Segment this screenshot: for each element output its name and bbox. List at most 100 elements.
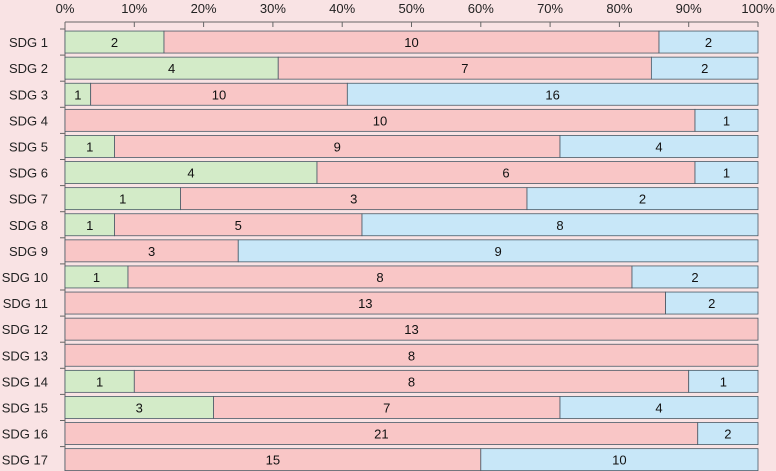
data-label-blue: 16	[545, 87, 559, 102]
x-axis-tick-labels: 0% 10% 20% 30% 40% 50% 60% 70% 80% 90% 100%	[56, 1, 775, 16]
data-label-red: 3	[350, 192, 357, 207]
data-label-red: 10	[404, 35, 418, 50]
bar-row-10: SDG 10 1 8 2	[2, 263, 759, 289]
data-label-blue: 4	[655, 400, 662, 415]
row-label: SDG 2	[9, 61, 48, 76]
row-label: SDG 15	[2, 400, 48, 415]
data-label-green: 4	[187, 166, 194, 181]
row-label: SDG 16	[2, 427, 48, 442]
data-label-red: 8	[408, 348, 415, 363]
data-label-red: 3	[148, 244, 155, 259]
bar-row-13: SDG 13 8	[2, 341, 759, 367]
data-label-blue: 2	[639, 192, 646, 207]
bar-segment-blue	[694, 108, 759, 132]
data-label-red: 6	[502, 166, 509, 181]
bar-segment-blue	[658, 30, 759, 54]
data-label-red: 5	[235, 218, 242, 233]
bar-row-16: SDG 16 21 2	[2, 420, 759, 445]
bar-row-1: SDG 1 2 10 2	[9, 28, 759, 54]
row-label: SDG 11	[3, 296, 48, 311]
x-tick-label-4: 40%	[329, 1, 355, 16]
bar-segment-blue	[665, 291, 759, 315]
data-label-blue: 1	[723, 113, 730, 128]
data-label-red: 8	[376, 270, 383, 285]
data-label-green: 1	[93, 270, 100, 285]
data-label-red: 13	[358, 296, 372, 311]
data-label-red: 10	[212, 87, 226, 102]
data-label-red: 7	[383, 400, 390, 415]
data-label-blue: 2	[724, 427, 731, 442]
bar-row-14: SDG 14 1 8 1	[2, 367, 759, 393]
data-label-blue: 9	[495, 244, 502, 259]
data-label-green: 4	[168, 61, 175, 76]
data-label-red: 9	[334, 139, 341, 154]
bar-row-9: SDG 9 3 9	[9, 237, 759, 263]
data-label-blue: 2	[691, 270, 698, 285]
data-label-green: 1	[86, 218, 93, 233]
data-label-blue: 1	[723, 166, 730, 181]
bar-row-12: SDG 12 13	[2, 315, 759, 341]
data-label-green: 1	[86, 139, 93, 154]
row-label: SDG 9	[9, 244, 48, 259]
x-tick-label-10: 100%	[741, 1, 775, 16]
bar-segment-blue	[526, 187, 759, 211]
data-label-green: 1	[96, 374, 103, 389]
row-label: SDG 8	[9, 218, 48, 233]
bar-row-3: SDG 3 1 10 16	[9, 80, 759, 106]
row-label: SDG 5	[9, 139, 48, 154]
data-label-blue: 1	[720, 374, 727, 389]
bar-segment-blue	[361, 213, 759, 237]
row-label: SDG 6	[9, 166, 48, 181]
data-label-blue: 2	[708, 296, 715, 311]
data-label-blue: 4	[655, 139, 662, 154]
x-tick-label-6: 60%	[468, 1, 494, 16]
data-label-green: 3	[136, 400, 143, 415]
data-label-blue: 2	[701, 61, 708, 76]
x-tick-label-1: 10%	[121, 1, 147, 16]
bar-segment-blue	[559, 396, 759, 419]
row-label: SDG 12	[2, 322, 48, 337]
bar-segment-blue	[694, 161, 759, 184]
bar-segment-red	[64, 317, 759, 341]
data-label-blue: 8	[556, 218, 563, 233]
x-tick-label-2: 20%	[191, 1, 217, 16]
data-label-red: 7	[461, 61, 468, 76]
bar-row-7: SDG 7 1 3 2	[9, 185, 759, 211]
x-tick-label-7: 70%	[537, 1, 563, 16]
row-label: SDG 14	[2, 374, 48, 389]
bar-row-8: SDG 8 1 5 8	[9, 211, 759, 237]
bar-row-15: SDG 15 3 7 4	[2, 393, 759, 419]
bar-row-6: SDG 6 4 6 1	[9, 159, 759, 184]
x-tick-label-0: 0%	[56, 1, 75, 16]
row-label: SDG 1	[9, 35, 48, 50]
data-label-red: 21	[374, 427, 388, 442]
x-tick-label-9: 90%	[676, 1, 702, 16]
bar-row-4: SDG 4 10 1	[9, 106, 759, 132]
data-label-green: 1	[74, 87, 81, 102]
data-label-red: 8	[408, 374, 415, 389]
row-label: SDG 4	[9, 113, 48, 128]
row-label: SDG 7	[9, 192, 48, 207]
bar-row-11: SDG 11 13 2	[3, 289, 759, 315]
bar-segment-blue	[346, 82, 759, 106]
bar-segment-blue	[650, 56, 759, 80]
data-label-red: 13	[404, 322, 418, 337]
bar-segment-blue	[697, 422, 759, 445]
row-label: SDG 3	[9, 87, 48, 102]
row-label: SDG 17	[2, 453, 48, 468]
data-label-green: 2	[111, 35, 118, 50]
bar-segment-blue	[237, 239, 759, 263]
data-label-red: 10	[373, 113, 387, 128]
bar-segment-blue	[688, 369, 759, 393]
bar-segment-blue	[631, 265, 759, 289]
bar-segment-blue	[559, 135, 759, 158]
bar-row-17: SDG 17 15 10	[2, 446, 759, 471]
x-tick-label-5: 50%	[398, 1, 424, 16]
bar-row-2: SDG 2 4 7 2	[9, 54, 759, 80]
data-label-green: 1	[119, 192, 126, 207]
data-label-blue: 2	[705, 35, 712, 50]
x-tick-label-8: 80%	[606, 1, 632, 16]
data-label-red: 15	[266, 453, 280, 468]
